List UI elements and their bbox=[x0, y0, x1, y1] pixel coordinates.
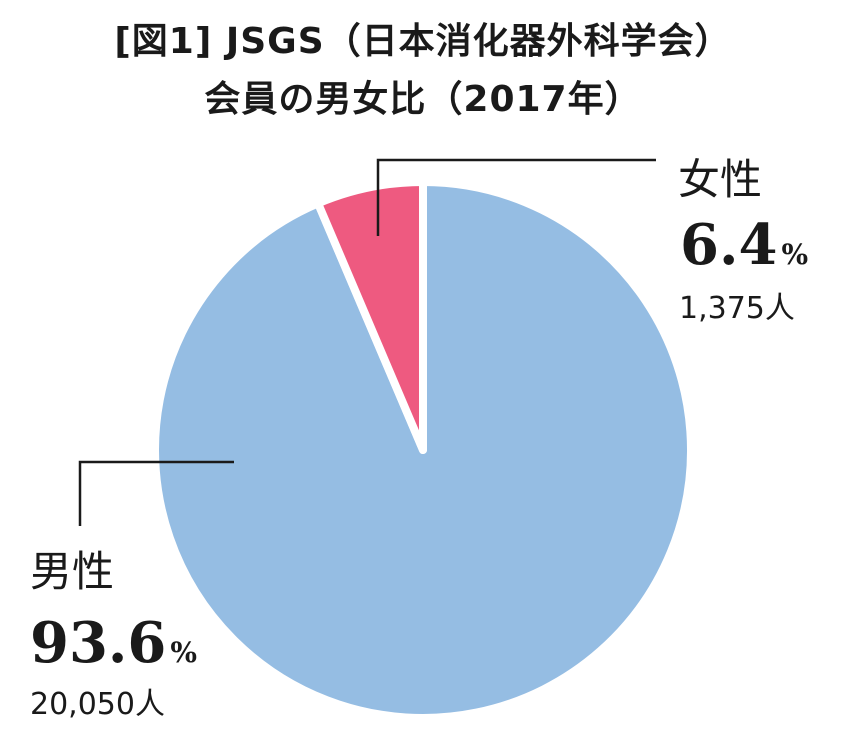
slice-percent-male: 93.6% bbox=[30, 610, 197, 676]
slice-percent-female: 6.4% bbox=[680, 212, 808, 278]
leader-line-male bbox=[78, 460, 234, 526]
chart-title-line-2: 会員の男女比（2017年） bbox=[204, 79, 642, 120]
slice-label-female: 女性 bbox=[678, 155, 762, 204]
pie-slices bbox=[151, 178, 696, 722]
slice-label-male: 男性 bbox=[30, 547, 114, 596]
pie-slice-female bbox=[314, 178, 427, 454]
slice-percent-value-male: 93.6 bbox=[30, 610, 166, 676]
slice-percent-sign-female: % bbox=[781, 238, 808, 271]
chart-title-line-1: [図1] JSGS（日本消化器外科学会） bbox=[114, 21, 732, 62]
slice-percent-sign-male: % bbox=[170, 636, 197, 669]
slice-count-male: 20,050人 bbox=[30, 687, 165, 722]
leader-line-female bbox=[376, 158, 656, 236]
slice-percent-value-female: 6.4 bbox=[680, 212, 777, 278]
slice-count-female: 1,375人 bbox=[679, 291, 795, 326]
